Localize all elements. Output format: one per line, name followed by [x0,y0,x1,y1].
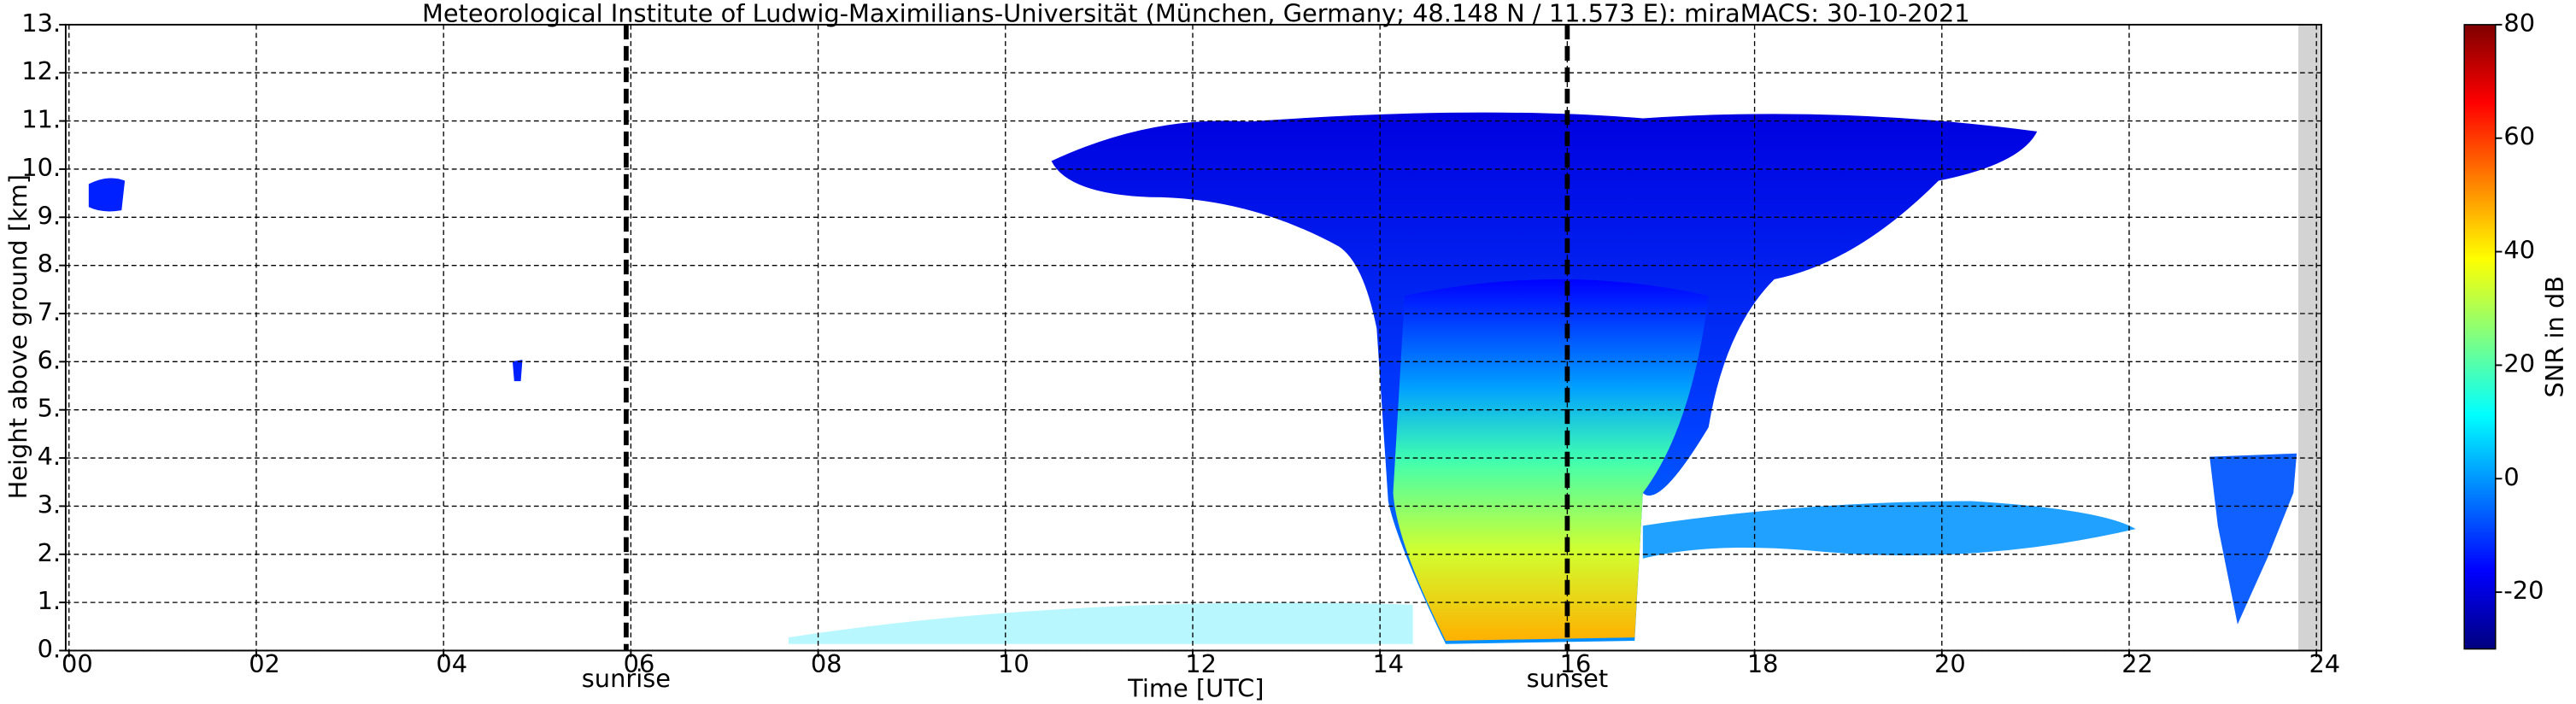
y-tick-label: 5. [38,394,62,423]
x-axis-label: Time [UTC] [1127,674,1264,703]
x-tick-label: 18 [1747,649,1779,678]
plot-frame [64,23,2322,652]
y-tick-label: 10. [21,153,61,182]
y-axis-label: Height above ground [km] [3,174,32,499]
x-tick-label: 22 [2121,649,2153,678]
y-tick-label: 13. [21,9,61,38]
y-tick-label: 7. [38,297,62,326]
radar-echo [88,112,2297,644]
x-tick-label: 04 [436,649,467,678]
y-tick-label: 1. [38,586,62,615]
no-data-region [2298,24,2321,651]
y-tick-label: 8. [38,249,62,279]
annotation-label: sunset [1527,664,1609,693]
y-tick-label: 6. [38,345,62,374]
chart-title: Meteorological Institute of Ludwig-Maxim… [422,0,1970,27]
x-tick-label: 12 [1185,649,1217,678]
colorbar-tick-label: 20 [2503,349,2535,378]
y-tick-label: 4. [38,442,62,471]
x-tick-label: 02 [249,649,280,678]
y-tick-label: 0. [38,634,62,663]
x-tick-label: 10 [998,649,1030,678]
annotation-label: sunrise [582,664,671,693]
x-tick-label: 20 [1934,649,1966,678]
y-tick-label: 9. [38,201,62,230]
colorbar-tick-label: 40 [2503,236,2535,265]
colorbar-label: SNR in dB [2540,276,2569,398]
y-tick-label: 3. [38,490,62,519]
x-tick-label: 14 [1372,649,1404,678]
x-tick-label: 00 [62,649,93,678]
colorbar-tick-label: 0 [2503,462,2519,491]
x-tick-label: 24 [2309,649,2340,678]
y-tick-label: 2. [38,538,62,567]
colorbar-tick-label: -20 [2503,576,2544,605]
colorbar-tick-label: 80 [2503,9,2535,38]
x-tick-label: 08 [811,649,842,678]
x-tick-label: 16 [1560,649,1592,678]
colorbar-tick-label: 60 [2503,122,2535,151]
colorbar [2463,24,2497,650]
x-tick-label: 06 [624,649,655,678]
y-tick-label: 11. [21,105,61,134]
y-tick-label: 12. [21,56,61,85]
